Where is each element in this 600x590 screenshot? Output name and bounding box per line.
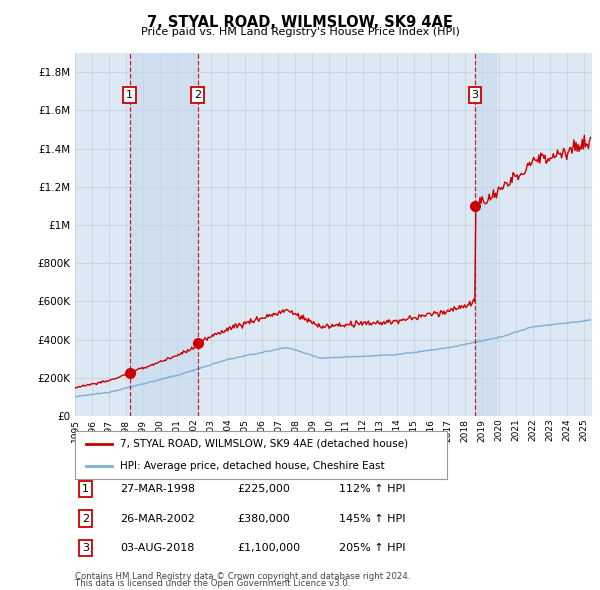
Text: 145% ↑ HPI: 145% ↑ HPI — [339, 514, 406, 523]
Text: £380,000: £380,000 — [237, 514, 290, 523]
Text: 3: 3 — [82, 543, 89, 553]
Bar — [475, 53, 496, 416]
Text: 1: 1 — [126, 90, 133, 100]
Text: £225,000: £225,000 — [237, 484, 290, 494]
Text: 03-AUG-2018: 03-AUG-2018 — [120, 543, 194, 553]
Text: 205% ↑ HPI: 205% ↑ HPI — [339, 543, 406, 553]
Text: 1: 1 — [82, 484, 89, 494]
Text: 3: 3 — [472, 90, 479, 100]
Text: 2: 2 — [194, 90, 201, 100]
Text: Contains HM Land Registry data © Crown copyright and database right 2024.: Contains HM Land Registry data © Crown c… — [75, 572, 410, 581]
Text: Price paid vs. HM Land Registry's House Price Index (HPI): Price paid vs. HM Land Registry's House … — [140, 27, 460, 37]
Text: 27-MAR-1998: 27-MAR-1998 — [120, 484, 195, 494]
Text: £1,100,000: £1,100,000 — [237, 543, 300, 553]
Text: HPI: Average price, detached house, Cheshire East: HPI: Average price, detached house, Ches… — [119, 461, 384, 471]
Text: 7, STYAL ROAD, WILMSLOW, SK9 4AE: 7, STYAL ROAD, WILMSLOW, SK9 4AE — [147, 15, 453, 30]
Text: 112% ↑ HPI: 112% ↑ HPI — [339, 484, 406, 494]
Text: 7, STYAL ROAD, WILMSLOW, SK9 4AE (detached house): 7, STYAL ROAD, WILMSLOW, SK9 4AE (detach… — [119, 439, 408, 449]
Text: 26-MAR-2002: 26-MAR-2002 — [120, 514, 195, 523]
Text: This data is licensed under the Open Government Licence v3.0.: This data is licensed under the Open Gov… — [75, 579, 350, 588]
Bar — [130, 53, 197, 416]
Text: 2: 2 — [82, 514, 89, 523]
